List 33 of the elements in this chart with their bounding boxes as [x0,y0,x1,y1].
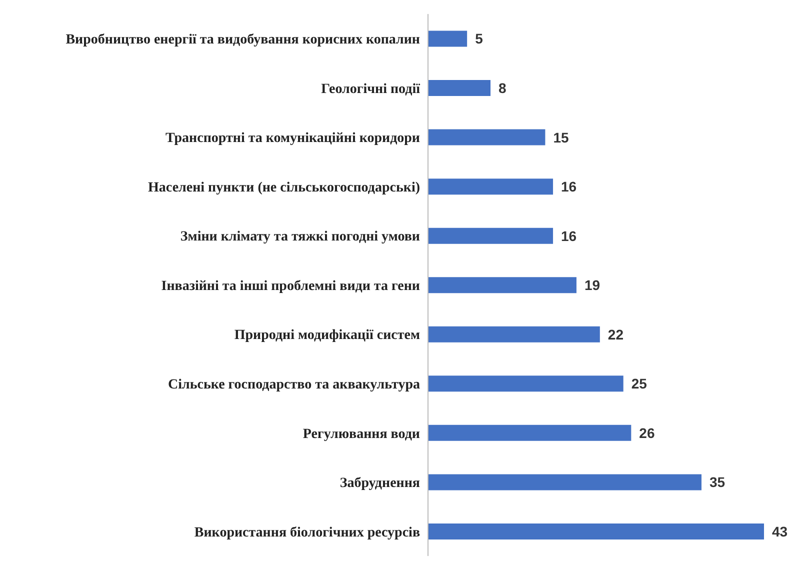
data-label: 16 [561,178,577,195]
y-tick-label: Населені пункти (не сільськогосподарські) [148,180,420,196]
bar [428,178,554,195]
y-tick-label: Використання біологічних ресурсів [194,525,420,540]
data-label: 26 [639,424,655,441]
bar [428,80,491,96]
bar [428,129,546,146]
data-label: 43 [772,523,788,540]
bar [428,523,764,540]
y-tick-label: Геологічні події [321,82,420,97]
y-tick-label: Сільське господарство та аквакультура [168,378,420,393]
y-tick-label: Інвазійні та інші проблемні види та гени [161,278,420,294]
data-label: 15 [553,129,569,146]
y-tick-label: Природні модифікації систем [234,328,420,344]
data-label: 16 [561,228,577,244]
bar [428,277,576,294]
bar [428,30,468,47]
y-tick-label: Зміни клімату та тяжкі погодні умови [180,230,420,245]
data-label: 25 [631,376,648,392]
bar [428,326,600,342]
data-label: 8 [498,80,507,96]
bar [428,424,632,441]
y-tick-label: Транспортні та комунікаційні коридори [165,131,420,146]
bar [428,474,702,490]
data-label: 22 [608,326,624,342]
y-tick-label: Забруднення [340,476,420,492]
data-label: 5 [475,30,484,47]
data-label: 19 [584,277,600,294]
y-tick-label: Регулювання води [302,426,420,442]
y-tick-label: Виробництво енергії та видобування корисних копалин [66,32,420,48]
data-label: 35 [709,474,726,490]
bar [428,228,554,244]
bar [428,376,624,392]
